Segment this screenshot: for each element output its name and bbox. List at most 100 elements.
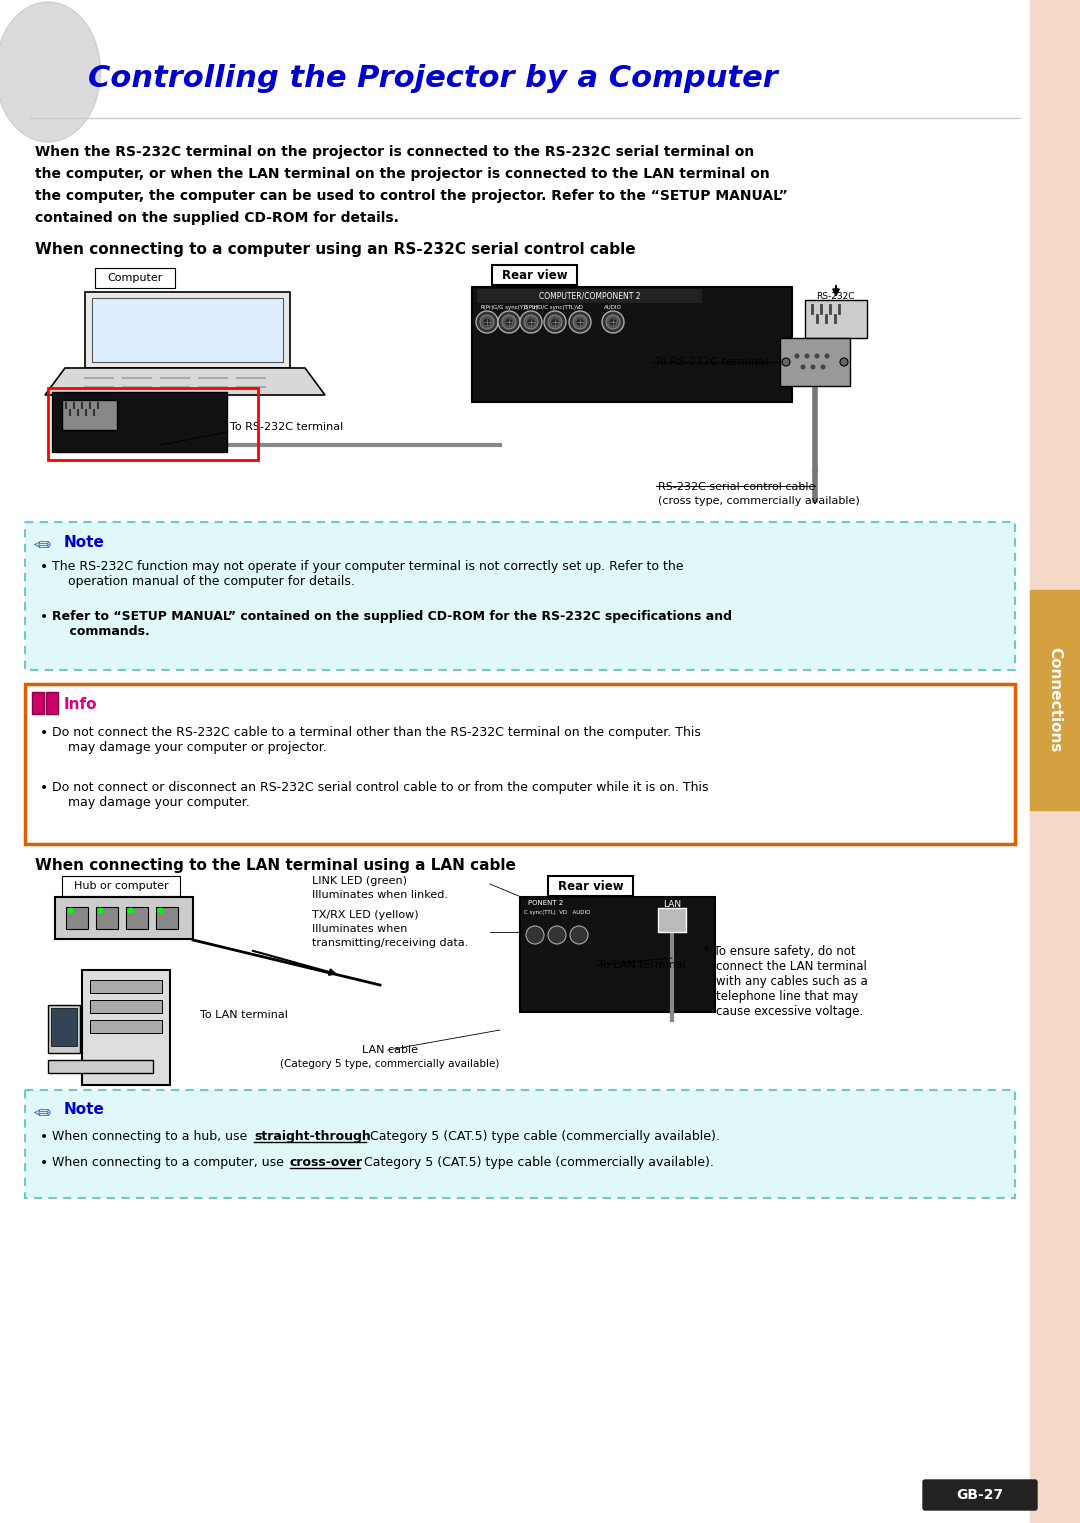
Text: Hub or computer: Hub or computer bbox=[73, 880, 168, 891]
Bar bbox=[126, 908, 148, 929]
Bar bbox=[1030, 0, 1080, 1523]
Polygon shape bbox=[92, 299, 283, 362]
Text: transmitting/receiving data.: transmitting/receiving data. bbox=[312, 938, 469, 947]
Text: COMPUTER/COMPONENT 2: COMPUTER/COMPONENT 2 bbox=[539, 291, 640, 300]
Circle shape bbox=[570, 926, 588, 944]
Text: •: • bbox=[40, 1156, 49, 1170]
Text: VD: VD bbox=[576, 305, 584, 309]
Circle shape bbox=[498, 311, 519, 334]
Bar bbox=[52, 391, 227, 452]
Circle shape bbox=[552, 318, 558, 326]
Text: PONENT 2: PONENT 2 bbox=[528, 900, 564, 906]
Text: Rear view: Rear view bbox=[558, 879, 624, 892]
Bar bbox=[51, 1008, 77, 1046]
Text: the computer, the computer can be used to control the projector. Refer to the “S: the computer, the computer can be used t… bbox=[35, 189, 787, 203]
Text: cross-over: cross-over bbox=[291, 1156, 363, 1170]
Text: •: • bbox=[40, 1130, 49, 1144]
Circle shape bbox=[800, 364, 806, 370]
Circle shape bbox=[577, 318, 583, 326]
Bar bbox=[805, 300, 867, 338]
Circle shape bbox=[548, 315, 562, 329]
Bar bbox=[82, 970, 170, 1084]
Text: To RS-232C terminal: To RS-232C terminal bbox=[654, 356, 768, 367]
Text: G/G sync(Y): G/G sync(Y) bbox=[492, 305, 525, 309]
Text: Rear view: Rear view bbox=[502, 268, 568, 282]
Text: LAN: LAN bbox=[663, 900, 681, 909]
Text: AUDIO: AUDIO bbox=[604, 305, 622, 309]
Circle shape bbox=[782, 358, 789, 366]
Text: B(Pb): B(Pb) bbox=[524, 305, 538, 309]
Text: TX/RX LED (yellow): TX/RX LED (yellow) bbox=[312, 911, 419, 920]
Bar bbox=[25, 1090, 1015, 1199]
Bar bbox=[48, 1060, 153, 1074]
Text: Category 5 (CAT.5) type cable (commercially available).: Category 5 (CAT.5) type cable (commercia… bbox=[360, 1156, 714, 1170]
Text: RS-232C: RS-232C bbox=[815, 292, 854, 302]
Text: (Category 5 type, commercially available): (Category 5 type, commercially available… bbox=[281, 1058, 500, 1069]
Text: straight-through: straight-through bbox=[254, 1130, 370, 1142]
Text: RS-232C serial control cable: RS-232C serial control cable bbox=[658, 481, 815, 492]
Text: Connections: Connections bbox=[1048, 647, 1063, 752]
Circle shape bbox=[544, 311, 566, 334]
Circle shape bbox=[810, 364, 815, 370]
Bar bbox=[46, 691, 58, 714]
Circle shape bbox=[795, 353, 799, 358]
Text: When connecting to a computer using an RS-232C serial control cable: When connecting to a computer using an R… bbox=[35, 242, 636, 257]
Circle shape bbox=[505, 318, 513, 326]
Bar bbox=[32, 691, 44, 714]
Ellipse shape bbox=[0, 2, 100, 142]
Text: connect the LAN terminal: connect the LAN terminal bbox=[716, 959, 867, 973]
Circle shape bbox=[821, 364, 825, 370]
Text: The RS-232C function may not operate if your computer terminal is not correctly : The RS-232C function may not operate if … bbox=[52, 560, 684, 588]
Bar bbox=[156, 908, 178, 929]
Text: contained on the supplied CD-ROM for details.: contained on the supplied CD-ROM for det… bbox=[35, 212, 399, 225]
Circle shape bbox=[476, 311, 498, 334]
Bar bbox=[548, 876, 633, 896]
Text: •: • bbox=[40, 726, 49, 740]
Bar bbox=[472, 286, 792, 402]
Text: When the RS-232C terminal on the projector is connected to the RS-232C serial te: When the RS-232C terminal on the project… bbox=[35, 145, 754, 158]
Circle shape bbox=[609, 318, 617, 326]
Text: Illuminates when linked.: Illuminates when linked. bbox=[312, 889, 448, 900]
Text: GB-27: GB-27 bbox=[957, 1488, 1003, 1502]
Text: R(Pr): R(Pr) bbox=[481, 305, 494, 309]
Bar bbox=[66, 908, 87, 929]
Text: To LAN terminal: To LAN terminal bbox=[200, 1010, 288, 1020]
Polygon shape bbox=[85, 292, 291, 369]
Circle shape bbox=[480, 315, 494, 329]
Circle shape bbox=[502, 315, 516, 329]
Bar bbox=[48, 388, 258, 460]
Bar bbox=[90, 979, 162, 993]
Text: the computer, or when the LAN terminal on the projector is connected to the LAN : the computer, or when the LAN terminal o… bbox=[35, 168, 770, 181]
Circle shape bbox=[526, 926, 544, 944]
Bar bbox=[55, 897, 193, 940]
Text: Refer to “SETUP MANUAL” contained on the supplied CD-ROM for the RS-232C specifi: Refer to “SETUP MANUAL” contained on the… bbox=[52, 611, 732, 638]
Circle shape bbox=[840, 358, 848, 366]
Bar bbox=[25, 522, 1015, 670]
Text: Controlling the Projector by a Computer: Controlling the Projector by a Computer bbox=[87, 64, 778, 93]
Bar bbox=[62, 401, 117, 429]
Text: Category 5 (CAT.5) type cable (commercially available).: Category 5 (CAT.5) type cable (commercia… bbox=[366, 1130, 720, 1142]
Circle shape bbox=[569, 311, 591, 334]
Bar bbox=[90, 1001, 162, 1013]
Text: When connecting to the LAN terminal using a LAN cable: When connecting to the LAN terminal usin… bbox=[35, 857, 516, 873]
Text: Computer: Computer bbox=[107, 273, 163, 283]
Text: ✏: ✏ bbox=[33, 532, 51, 551]
Text: ✏: ✏ bbox=[33, 1100, 51, 1119]
Bar bbox=[90, 1020, 162, 1033]
Text: To LAN terminal: To LAN terminal bbox=[598, 959, 686, 970]
Bar bbox=[780, 338, 850, 385]
Circle shape bbox=[527, 318, 535, 326]
Text: •: • bbox=[40, 611, 49, 624]
Text: When connecting to a computer, use: When connecting to a computer, use bbox=[52, 1156, 288, 1170]
Circle shape bbox=[519, 311, 542, 334]
Polygon shape bbox=[45, 369, 325, 394]
Text: To RS-232C terminal: To RS-232C terminal bbox=[230, 422, 343, 433]
Circle shape bbox=[824, 353, 829, 358]
Bar bbox=[96, 908, 118, 929]
Bar bbox=[48, 1005, 80, 1052]
Text: •: • bbox=[40, 781, 49, 795]
Bar bbox=[658, 908, 686, 932]
Bar bbox=[62, 876, 180, 896]
Text: with any cables such as a: with any cables such as a bbox=[716, 975, 867, 988]
Circle shape bbox=[548, 926, 566, 944]
